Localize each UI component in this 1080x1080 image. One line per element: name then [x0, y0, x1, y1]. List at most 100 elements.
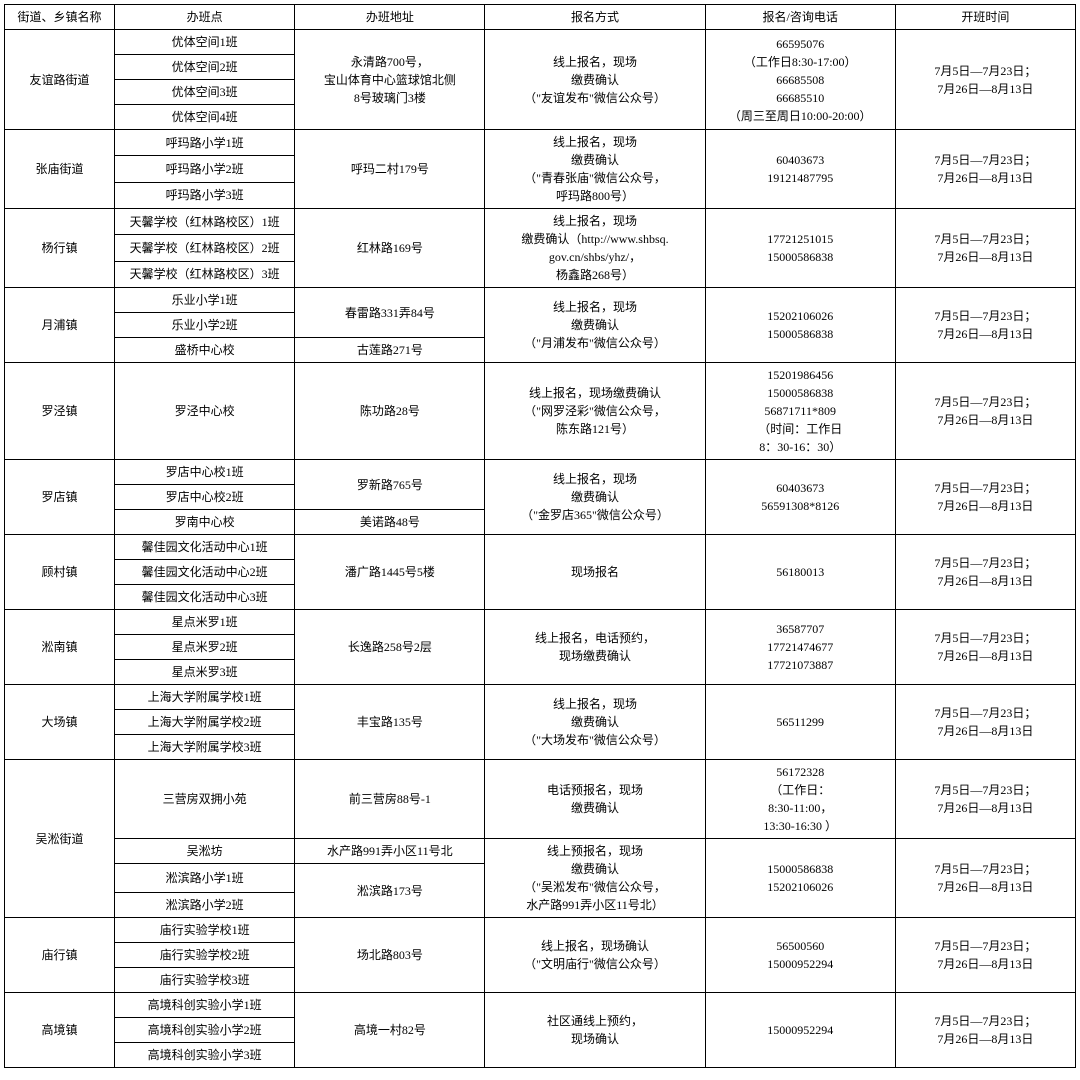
schedule-table: 街道、乡镇名称 办班点 办班地址 报名方式 报名/咨询电话 开班时间 友谊路街道…	[4, 4, 1076, 1068]
class-cell: 馨佳园文化活动中心2班	[115, 560, 295, 585]
time-cell: 7月5日—7月23日； 7月26日—8月13日	[895, 363, 1075, 460]
address-cell: 前三营房88号-1	[295, 760, 485, 839]
phone-cell: 17721251015 15000586838	[705, 209, 895, 288]
table-row: 杨行镇天馨学校（红林路校区）1班红林路169号线上报名，现场 缴费确认（http…	[5, 209, 1076, 235]
table-row: 张庙街道呼玛路小学1班呼玛二村179号线上报名，现场 缴费确认 （"青春张庙"微…	[5, 130, 1076, 156]
class-cell: 庙行实验学校3班	[115, 968, 295, 993]
class-cell: 优体空间2班	[115, 55, 295, 80]
time-cell: 7月5日—7月23日； 7月26日—8月13日	[895, 288, 1075, 363]
table-row: 罗泾镇罗泾中心校陈功路28号线上报名，现场缴费确认 （"网罗泾彩"微信公众号， …	[5, 363, 1076, 460]
table-row: 月浦镇乐业小学1班春雷路331弄84号线上报名，现场 缴费确认 （"月浦发布"微…	[5, 288, 1076, 313]
class-cell: 罗店中心校1班	[115, 460, 295, 485]
address-cell: 罗新路765号	[295, 460, 485, 510]
address-cell: 水产路991弄小区11号北	[295, 839, 485, 864]
table-row: 庙行镇庙行实验学校1班场北路803号线上报名，现场确认 （"文明庙行"微信公众号…	[5, 918, 1076, 943]
method-cell: 线上报名，现场 缴费确认 （"青春张庙"微信公众号， 呼玛路800号）	[485, 130, 705, 209]
time-cell: 7月5日—7月23日； 7月26日—8月13日	[895, 685, 1075, 760]
address-cell: 潘广路1445号5楼	[295, 535, 485, 610]
class-cell: 呼玛路小学1班	[115, 130, 295, 156]
address-cell: 陈功路28号	[295, 363, 485, 460]
district-cell: 大场镇	[5, 685, 115, 760]
address-cell: 春雷路331弄84号	[295, 288, 485, 338]
method-cell: 线上报名，现场 缴费确认 （"友谊发布"微信公众号）	[485, 30, 705, 130]
class-cell: 乐业小学2班	[115, 313, 295, 338]
method-cell: 现场报名	[485, 535, 705, 610]
class-cell: 三营房双拥小苑	[115, 760, 295, 839]
method-cell: 线上报名，现场缴费确认 （"网罗泾彩"微信公众号， 陈东路121号）	[485, 363, 705, 460]
method-cell: 线上报名，现场 缴费确认（http://www.shbsq. gov.cn/sh…	[485, 209, 705, 288]
method-cell: 社区通线上预约， 现场确认	[485, 993, 705, 1068]
district-cell: 庙行镇	[5, 918, 115, 993]
class-cell: 淞滨路小学1班	[115, 864, 295, 893]
class-cell: 罗泾中心校	[115, 363, 295, 460]
time-cell: 7月5日—7月23日； 7月26日—8月13日	[895, 610, 1075, 685]
class-cell: 上海大学附属学校1班	[115, 685, 295, 710]
method-cell: 线上预报名，现场 缴费确认 （"吴淞发布"微信公众号， 水产路991弄小区11号…	[485, 839, 705, 918]
time-cell: 7月5日—7月23日； 7月26日—8月13日	[895, 993, 1075, 1068]
class-cell: 天馨学校（红林路校区）1班	[115, 209, 295, 235]
class-cell: 高境科创实验小学3班	[115, 1043, 295, 1068]
phone-cell: 56511299	[705, 685, 895, 760]
class-cell: 优体空间4班	[115, 105, 295, 130]
district-cell: 吴淞街道	[5, 760, 115, 918]
header-row: 街道、乡镇名称 办班点 办班地址 报名方式 报名/咨询电话 开班时间	[5, 5, 1076, 30]
address-cell: 红林路169号	[295, 209, 485, 288]
address-cell: 长逸路258号2层	[295, 610, 485, 685]
district-cell: 罗泾镇	[5, 363, 115, 460]
address-cell: 呼玛二村179号	[295, 130, 485, 209]
class-cell: 高境科创实验小学2班	[115, 1018, 295, 1043]
header-cell: 开班时间	[895, 5, 1075, 30]
header-cell: 报名/咨询电话	[705, 5, 895, 30]
time-cell: 7月5日—7月23日； 7月26日—8月13日	[895, 760, 1075, 839]
class-cell: 吴淞坊	[115, 839, 295, 864]
district-cell: 月浦镇	[5, 288, 115, 363]
table-row: 友谊路街道优体空间1班永清路700号， 宝山体育中心篮球馆北侧 8号玻璃门3楼线…	[5, 30, 1076, 55]
class-cell: 星点米罗3班	[115, 660, 295, 685]
district-cell: 顾村镇	[5, 535, 115, 610]
address-cell: 古莲路271号	[295, 338, 485, 363]
class-cell: 庙行实验学校1班	[115, 918, 295, 943]
time-cell: 7月5日—7月23日； 7月26日—8月13日	[895, 918, 1075, 993]
district-cell: 高境镇	[5, 993, 115, 1068]
class-cell: 乐业小学1班	[115, 288, 295, 313]
class-cell: 高境科创实验小学1班	[115, 993, 295, 1018]
class-cell: 呼玛路小学3班	[115, 182, 295, 208]
district-cell: 杨行镇	[5, 209, 115, 288]
phone-cell: 56180013	[705, 535, 895, 610]
class-cell: 罗店中心校2班	[115, 485, 295, 510]
table-row: 顾村镇馨佳园文化活动中心1班潘广路1445号5楼现场报名561800137月5日…	[5, 535, 1076, 560]
method-cell: 线上报名，现场确认 （"文明庙行"微信公众号）	[485, 918, 705, 993]
class-cell: 星点米罗2班	[115, 635, 295, 660]
method-cell: 线上报名，现场 缴费确认 （"月浦发布"微信公众号）	[485, 288, 705, 363]
class-cell: 优体空间1班	[115, 30, 295, 55]
class-cell: 呼玛路小学2班	[115, 156, 295, 182]
phone-cell: 60403673 19121487795	[705, 130, 895, 209]
phone-cell: 15000586838 15202106026	[705, 839, 895, 918]
header-cell: 报名方式	[485, 5, 705, 30]
phone-cell: 56172328 （工作日： 8:30-11:00， 13:30-16:30 ）	[705, 760, 895, 839]
district-cell: 淞南镇	[5, 610, 115, 685]
phone-cell: 60403673 56591308*8126	[705, 460, 895, 535]
time-cell: 7月5日—7月23日； 7月26日—8月13日	[895, 460, 1075, 535]
header-cell: 街道、乡镇名称	[5, 5, 115, 30]
class-cell: 罗南中心校	[115, 510, 295, 535]
time-cell: 7月5日—7月23日； 7月26日—8月13日	[895, 30, 1075, 130]
time-cell: 7月5日—7月23日； 7月26日—8月13日	[895, 839, 1075, 918]
district-cell: 友谊路街道	[5, 30, 115, 130]
address-cell: 美诺路48号	[295, 510, 485, 535]
header-cell: 办班点	[115, 5, 295, 30]
address-cell: 丰宝路135号	[295, 685, 485, 760]
table-row: 淞南镇星点米罗1班长逸路258号2层线上报名，电话预约， 现场缴费确认36587…	[5, 610, 1076, 635]
phone-cell: 15202106026 15000586838	[705, 288, 895, 363]
phone-cell: 66595076 （工作日8:30-17:00） 66685508 666855…	[705, 30, 895, 130]
address-cell: 高境一村82号	[295, 993, 485, 1068]
address-cell: 场北路803号	[295, 918, 485, 993]
class-cell: 馨佳园文化活动中心1班	[115, 535, 295, 560]
class-cell: 星点米罗1班	[115, 610, 295, 635]
method-cell: 电话预报名，现场 缴费确认	[485, 760, 705, 839]
time-cell: 7月5日—7月23日； 7月26日—8月13日	[895, 130, 1075, 209]
class-cell: 优体空间3班	[115, 80, 295, 105]
phone-cell: 15000952294	[705, 993, 895, 1068]
phone-cell: 15201986456 15000586838 56871711*809 （时间…	[705, 363, 895, 460]
table-row: 罗店镇罗店中心校1班罗新路765号线上报名，现场 缴费确认 （"金罗店365"微…	[5, 460, 1076, 485]
